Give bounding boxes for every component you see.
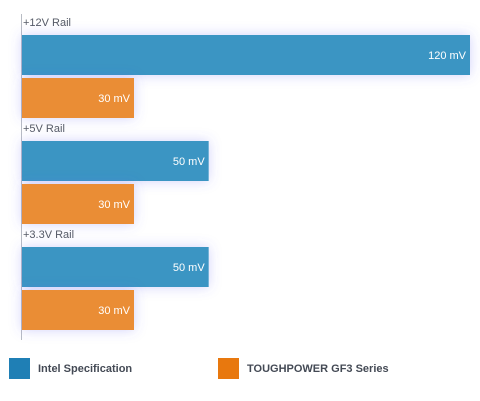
bar-toughpower bbox=[22, 290, 134, 330]
legend-item-intel-specification: Intel Specification bbox=[9, 358, 132, 379]
category-label: +3.3V Rail bbox=[23, 229, 74, 241]
bar-intel bbox=[22, 141, 209, 181]
legend-label-intel: Intel Specification bbox=[38, 362, 133, 375]
bar-intel bbox=[22, 35, 470, 75]
bar-intel bbox=[22, 247, 209, 287]
bar-toughpower bbox=[22, 78, 134, 118]
bar-value-label: 50 mV bbox=[173, 262, 205, 274]
legend-label-toughpower: TOUGHPOWER GF3 Series bbox=[247, 362, 389, 375]
bar-chart: +12V Rail 120 mV 30 mV +5V Rail 50 mV 30 mV +3… bbox=[21, 14, 470, 340]
legend: Intel Specification TOUGHPOWER GF3 Serie… bbox=[0, 358, 480, 384]
legend-item-toughpower: TOUGHPOWER GF3 Series bbox=[218, 358, 389, 379]
bar-value-label: 30 mV bbox=[98, 305, 130, 317]
bar-value-label: 120 mV bbox=[428, 50, 467, 62]
bar-value-label: 30 mV bbox=[98, 199, 130, 211]
legend-swatch-toughpower bbox=[218, 358, 239, 379]
legend-swatch-intel bbox=[9, 358, 30, 379]
bar-toughpower bbox=[22, 184, 134, 224]
bar-value-label: 30 mV bbox=[98, 93, 130, 105]
category-label: +12V Rail bbox=[23, 17, 71, 29]
bar-value-label: 50 mV bbox=[173, 156, 205, 168]
category-label: +5V Rail bbox=[23, 123, 65, 135]
